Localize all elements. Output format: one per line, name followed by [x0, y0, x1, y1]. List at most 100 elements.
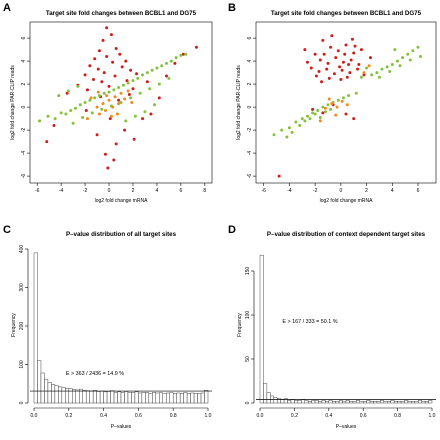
data-point	[123, 128, 127, 132]
data-point	[85, 88, 89, 92]
data-point	[305, 114, 309, 118]
histogram-bar	[332, 401, 336, 404]
data-point	[181, 52, 185, 56]
histogram-bar	[307, 401, 312, 404]
data-point	[102, 71, 106, 75]
data-point	[126, 81, 130, 85]
estimate-annotation: E > 363 / 2436 = 14.9 %	[66, 371, 124, 377]
data-point	[408, 58, 412, 62]
series-red	[277, 34, 372, 178]
histogram-bar	[89, 390, 94, 404]
data-point	[83, 73, 87, 77]
histogram-bar	[47, 381, 52, 404]
histogram-bar	[304, 400, 309, 404]
data-point	[102, 91, 106, 95]
histogram-bar	[113, 391, 118, 404]
data-point	[126, 89, 130, 93]
data-point	[64, 112, 68, 116]
data-point	[88, 98, 92, 102]
y-tick-label: 2	[21, 82, 27, 85]
data-point	[344, 43, 348, 47]
x-tick-label: 2	[132, 188, 135, 194]
chart-title: Target site fold changes between BCBL1 a…	[46, 10, 197, 17]
panel-d: D P–value distribution of context depende…	[228, 224, 436, 430]
x-tick-label: -6	[35, 188, 40, 194]
data-point	[356, 67, 360, 71]
data-point	[380, 67, 384, 71]
x-axis-label: log2 fold change mRNA	[320, 198, 373, 204]
data-point	[124, 119, 128, 123]
data-point	[120, 65, 124, 69]
data-point	[153, 103, 157, 107]
data-point	[107, 98, 111, 102]
histogram-bar	[280, 399, 285, 404]
histogram-bar	[297, 400, 302, 404]
data-point	[66, 89, 70, 93]
histogram-bar	[273, 397, 278, 404]
data-point	[114, 46, 118, 50]
data-point	[311, 107, 315, 111]
data-point	[352, 117, 356, 121]
histogram-bar	[328, 400, 333, 404]
data-point	[332, 72, 336, 76]
data-point	[106, 166, 110, 170]
data-point	[117, 86, 121, 90]
histogram-bar	[411, 401, 416, 404]
data-point	[109, 33, 113, 37]
histogram-bar	[82, 390, 87, 404]
x-tick-label: 1.0	[205, 413, 212, 419]
data-point	[38, 119, 42, 123]
data-point	[65, 91, 69, 95]
histogram-bar	[397, 401, 402, 404]
data-point	[352, 51, 356, 55]
data-point	[323, 106, 327, 110]
data-point	[97, 49, 101, 53]
data-point	[141, 73, 145, 77]
data-point	[362, 71, 366, 75]
histogram-bar	[117, 391, 122, 404]
y-tick-label: 6	[21, 36, 27, 39]
histogram-bar	[92, 390, 97, 404]
data-point	[365, 66, 369, 70]
y-tick-label: 0	[245, 401, 251, 404]
histogram-bar	[345, 400, 350, 404]
data-point	[78, 103, 82, 107]
histogram-bar	[424, 401, 429, 404]
data-point	[157, 96, 161, 100]
data-point	[148, 87, 152, 91]
histogram-bar	[110, 390, 115, 404]
data-point	[100, 80, 104, 84]
data-point	[57, 94, 61, 98]
data-point	[71, 121, 75, 125]
data-point	[107, 90, 111, 94]
histogram-bar	[138, 392, 143, 404]
data-point	[124, 59, 128, 63]
x-tick-label: 0.8	[394, 413, 401, 419]
y-tick-label: 0	[19, 401, 25, 404]
data-point	[160, 64, 164, 68]
data-point	[74, 106, 77, 110]
x-tick-label: 6	[179, 188, 182, 194]
panel-letter: C	[3, 224, 11, 236]
x-axis-label: P–values	[336, 424, 357, 430]
data-point	[119, 101, 123, 104]
x-tick-label: 0	[108, 188, 111, 194]
histogram-bar	[148, 393, 153, 404]
data-point	[111, 105, 115, 109]
histogram-bar	[134, 391, 139, 404]
histogram-bar	[72, 389, 76, 404]
data-point	[336, 98, 340, 102]
histogram-bar	[183, 392, 188, 404]
data-point	[119, 91, 123, 95]
histogram-bar	[383, 401, 388, 404]
panel-letter: B	[228, 2, 236, 14]
histogram-bar	[301, 399, 305, 404]
data-point	[393, 48, 397, 52]
data-point	[341, 60, 345, 64]
data-point	[326, 61, 330, 65]
histogram-bar	[407, 401, 412, 404]
data-point	[131, 79, 135, 83]
histogram-bar	[204, 390, 209, 404]
y-axis-label: Frequency	[11, 313, 17, 337]
